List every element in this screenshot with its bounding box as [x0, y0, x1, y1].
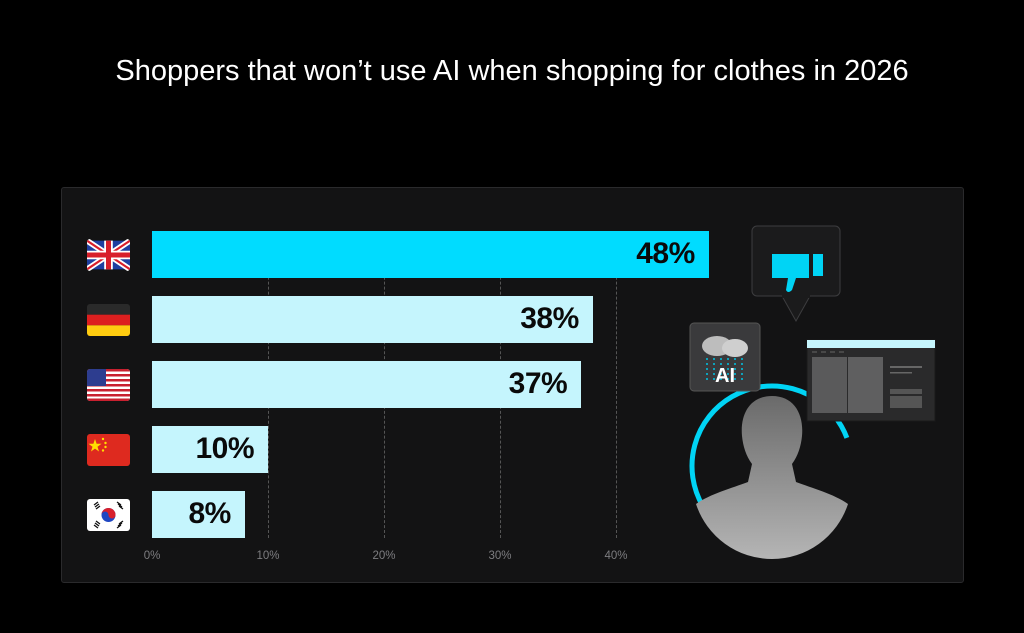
- person-silhouette-icon: [689, 383, 855, 560]
- x-tick-label: 20%: [372, 550, 396, 562]
- thumbs-down-icon: [751, 225, 841, 323]
- data-label: 10%: [195, 432, 254, 465]
- germany-flag-icon: [87, 304, 130, 336]
- bar: 37%: [152, 361, 582, 408]
- usa-flag-icon: [87, 369, 130, 401]
- data-label: 8%: [188, 497, 231, 530]
- bar: 8%: [152, 491, 245, 538]
- x-tick-label: 30%: [488, 550, 512, 562]
- south-korea-flag-icon: [87, 499, 130, 531]
- uk-flag-icon: [87, 239, 130, 271]
- x-tick-label: 40%: [604, 550, 628, 562]
- bar: 38%: [152, 296, 593, 343]
- ai-cloud-icon: AI: [689, 322, 761, 392]
- chart-panel: 0% 10% 20% 30% 40% 48% 38% 37% 10% 8%: [61, 187, 964, 583]
- data-label: 37%: [508, 367, 568, 400]
- data-label: 38%: [520, 302, 579, 335]
- china-flag-icon: [87, 434, 130, 466]
- browser-window-icon: [806, 339, 936, 422]
- x-tick-label: 0%: [143, 550, 161, 562]
- gridline: [616, 232, 617, 538]
- data-label: 48%: [636, 237, 695, 270]
- illustration: AI: [662, 208, 962, 568]
- chart-title: Shoppers that won’t use AI when shopping…: [115, 55, 909, 87]
- bar: 48%: [152, 231, 709, 278]
- bar: 10%: [152, 426, 268, 473]
- x-tick-label: 10%: [256, 550, 280, 562]
- ai-badge-text: AI: [715, 365, 735, 387]
